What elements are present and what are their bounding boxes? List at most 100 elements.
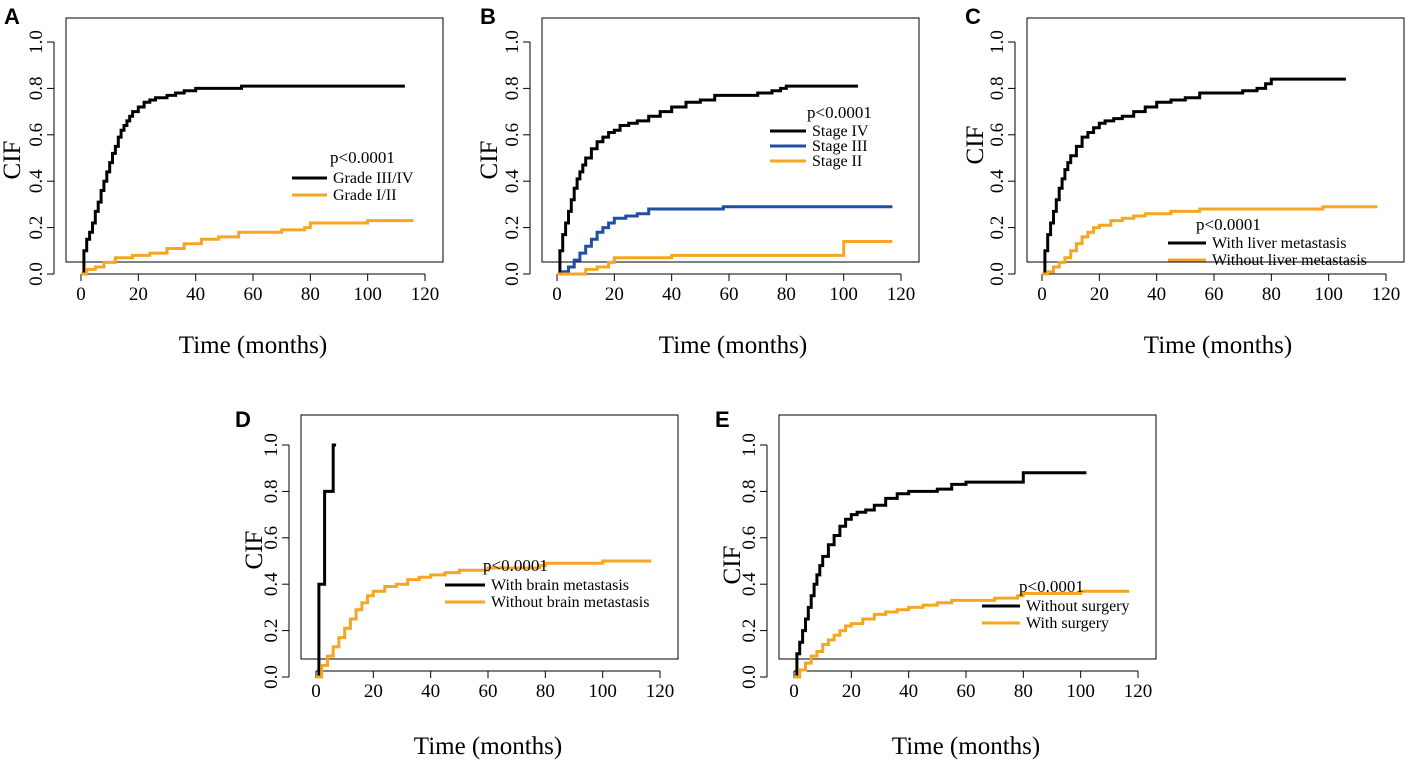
p-value-label: p<0.0001: [483, 556, 548, 575]
x-tick-label: 80: [536, 681, 555, 702]
chart-panel-e: E 0 20 40 60 80 100 120 0.0 0.2 0.4 0.6 0.8 1.0 Time (…: [715, 407, 1157, 760]
x-tick-label: 20: [1090, 284, 1109, 305]
y-tick-label: 0.8: [502, 77, 523, 101]
x-tick-label: 0: [552, 284, 562, 305]
x-axis: 0 20 40 60 80 100 120: [789, 670, 1152, 702]
legend-entry: With liver metastasis: [1212, 235, 1346, 252]
x-tick-label: 80: [777, 284, 796, 305]
x-tick-label: 20: [842, 681, 861, 702]
panel-letter: B: [480, 4, 496, 29]
chart-panel-d: D 0 20 40 60 80 100 120 0.0 0.2 0.4 0.6 0.8 1.0 Time (…: [235, 407, 679, 760]
y-axis-title: CIF: [0, 141, 26, 180]
x-tick-label: 40: [421, 681, 440, 702]
y-tick-label: 0.8: [739, 480, 760, 504]
y-tick-label: 0.4: [26, 169, 47, 193]
y-tick-label: 0.8: [261, 480, 282, 504]
legend-entry: Without surgery: [1026, 598, 1130, 615]
x-tick-label: 60: [244, 284, 263, 305]
plot-frame: [541, 17, 920, 263]
x-tick-label: 100: [829, 284, 858, 305]
y-tick-label: 0.6: [739, 526, 760, 550]
series-line-stage-iii: [557, 205, 893, 276]
series-line-stage-iv: [557, 84, 858, 276]
y-axis: 0.0 0.2 0.4 0.6 0.8 1.0: [739, 433, 768, 689]
y-tick-label: 1.0: [739, 433, 760, 457]
legend-entry: Without brain metastasis: [491, 594, 649, 611]
y-tick-label: 1.0: [987, 30, 1008, 54]
y-axis: 0.0 0.2 0.4 0.6 0.8 1.0: [987, 30, 1016, 286]
legend-entry: Stage IV: [812, 123, 869, 140]
y-tick-label: 0.4: [987, 169, 1008, 193]
plot-frame: [65, 17, 444, 263]
panel-letter: D: [235, 407, 251, 432]
panel-letter: A: [4, 4, 20, 29]
p-value-label: p<0.0001: [1019, 577, 1084, 596]
y-tick-label: 0.2: [261, 619, 282, 643]
series-line-without-liver-metastasis: [1042, 205, 1378, 276]
x-axis-title: Time (months): [892, 733, 1040, 760]
chart-panel-b: B 0 20 40 60 80 100 120 0.0 0.2 0.4 0.6 0.8 1.0 Time (…: [476, 4, 920, 359]
y-tick-label: 1.0: [26, 30, 47, 54]
legend-entry: With brain metastasis: [491, 577, 629, 594]
y-tick-label: 0.6: [26, 123, 47, 147]
panel-letter: C: [965, 4, 981, 29]
y-tick-label: 0.2: [739, 619, 760, 643]
x-tick-label: 60: [479, 681, 498, 702]
x-axis: 0 20 40 60 80 100 120: [1037, 273, 1401, 305]
series-line-without-surgery: [794, 471, 1087, 679]
y-tick-label: 0.0: [261, 665, 282, 689]
x-tick-label: 40: [186, 284, 205, 305]
x-axis-title: Time (months): [659, 332, 807, 359]
x-tick-label: 0: [76, 284, 86, 305]
x-tick-label: 40: [899, 681, 918, 702]
y-tick-label: 0.0: [739, 665, 760, 689]
y-axis-title: CIF: [476, 141, 503, 180]
series-line-grade-i-ii: [81, 219, 414, 276]
series-line-without-brain-metastasis: [316, 559, 652, 679]
y-tick-label: 0.4: [739, 572, 760, 596]
x-tick-label: 80: [301, 284, 320, 305]
y-axis: 0.0 0.2 0.4 0.6 0.8 1.0: [26, 30, 55, 286]
x-tick-label: 120: [887, 284, 916, 305]
x-tick-label: 120: [1372, 284, 1401, 305]
y-tick-label: 0.8: [26, 77, 47, 101]
x-tick-label: 100: [353, 284, 382, 305]
y-axis-title: CIF: [962, 126, 989, 165]
x-tick-label: 60: [1205, 284, 1224, 305]
x-axis-title: Time (months): [414, 733, 562, 760]
y-tick-label: 1.0: [261, 433, 282, 457]
x-tick-label: 20: [605, 284, 624, 305]
x-tick-label: 60: [720, 284, 739, 305]
x-tick-label: 40: [1147, 284, 1166, 305]
x-axis-title: Time (months): [179, 332, 327, 359]
series-line-grade-iii-iv: [81, 84, 405, 276]
chart-panel-a: A 0 20 40 60 80 100 120 0.0 0.2 0.4 0.6 0.8 1.0 Time (…: [0, 4, 444, 359]
x-axis: 0 20 40 60 80 100 120: [552, 273, 916, 305]
y-tick-label: 0.6: [261, 526, 282, 550]
x-tick-label: 20: [129, 284, 148, 305]
x-tick-label: 0: [311, 681, 321, 702]
x-axis-title: Time (months): [1144, 332, 1292, 359]
series-line-stage-ii: [557, 240, 893, 276]
y-axis-title: CIF: [719, 546, 746, 585]
x-tick-label: 40: [662, 284, 681, 305]
legend-entry: Grade I/II: [333, 187, 397, 204]
legend-entry: Stage II: [812, 153, 862, 170]
y-axis: 0.0 0.2 0.4 0.6 0.8 1.0: [261, 433, 290, 689]
y-tick-label: 0.4: [261, 572, 282, 596]
y-tick-label: 1.0: [502, 30, 523, 54]
p-value-label: p<0.0001: [330, 148, 395, 167]
x-tick-label: 80: [1262, 284, 1281, 305]
chart-panel-c: C 0 20 40 60 80 100 120 0.0 0.2 0.4 0.6 0.8 1.0 Time (…: [962, 4, 1405, 359]
x-tick-label: 80: [1014, 681, 1033, 702]
plot-frame: [778, 414, 1157, 660]
x-tick-label: 100: [588, 681, 617, 702]
series-line-with-brain-metastasis: [316, 443, 337, 679]
x-tick-label: 0: [789, 681, 799, 702]
x-tick-label: 100: [1314, 284, 1343, 305]
series-line-with-surgery: [794, 589, 1130, 679]
